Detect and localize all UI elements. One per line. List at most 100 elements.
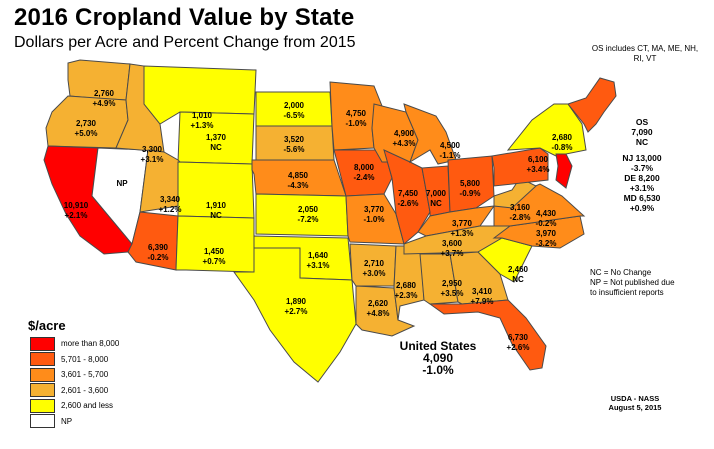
state-label-mt: 1,010 +1.3%: [191, 111, 214, 130]
state-value: 3,520: [284, 135, 305, 144]
nj-label: NJ 13,000 -3.7%: [612, 153, 672, 173]
state-label-nv: NP: [116, 179, 128, 188]
state-value: 1,640: [308, 251, 329, 260]
nj-line2: -3.7%: [630, 163, 654, 173]
state-label-sc: 2,460 NC: [508, 265, 529, 284]
legend-item: NP: [30, 414, 119, 429]
state-nm: [175, 215, 255, 273]
state-label-wa: 2,760 +4.9%: [93, 89, 116, 108]
state-value: 2,460: [508, 265, 529, 274]
legend-label: 2,600 and less: [61, 401, 114, 410]
state-sc: [477, 237, 533, 283]
state-value: 6,390: [148, 243, 169, 252]
state-value: 4,430: [536, 209, 557, 218]
state-value: 4,900: [394, 129, 415, 138]
legend-item: 2,601 - 3,600: [30, 383, 119, 398]
state-change: +3.1%: [141, 155, 164, 164]
de-line1: DE 8,200: [624, 173, 660, 183]
legend-swatch: [30, 398, 55, 413]
state-change: -1.0%: [346, 119, 367, 128]
state-value: 1,450: [204, 247, 225, 256]
state-label-fl: 6,730 +2.6%: [507, 333, 530, 352]
legend-swatch: [30, 367, 55, 382]
state-value: 4,500: [440, 141, 461, 150]
legend-item: 2,600 and less: [30, 398, 119, 413]
os-value: 7,090: [631, 127, 653, 137]
state-change: +2.6%: [507, 343, 530, 352]
state-value: 2,000: [284, 101, 305, 110]
state-change: +3.1%: [307, 261, 330, 270]
map-title: 2016 Cropland Value by State: [14, 4, 355, 31]
state-label-tx: 1,890 +2.7%: [285, 297, 308, 316]
state-change: +2.3%: [395, 291, 418, 300]
state-change: +3.5%: [441, 289, 464, 298]
state-change: +1.2%: [159, 205, 182, 214]
state-label-mo: 3,770 -1.0%: [364, 205, 385, 224]
state-value: 2,710: [364, 259, 385, 268]
state-label-in: 7,000 NC: [426, 189, 447, 208]
state-label-nc: 3,970 -3.2%: [536, 229, 557, 248]
state-value: 2,680: [396, 281, 417, 290]
state-label-id: 3,300 +3.1%: [141, 145, 164, 164]
state-value: 2,950: [442, 279, 463, 288]
state-label-ne: 4,850 -4.3%: [288, 171, 309, 190]
key-notes: NC = No Change NP = Not published due to…: [590, 268, 675, 298]
note-np-2: to insufficient reports: [590, 288, 664, 297]
state-ar: [349, 243, 397, 287]
legend-label: 3,601 - 5,700: [61, 370, 109, 379]
state-label-ar: 2,710 +3.0%: [363, 259, 386, 278]
state-label-va: 4,430 -0.2%: [536, 209, 557, 228]
state-label-ia: 8,000 -2.4%: [354, 163, 375, 182]
state-value: 3,770: [452, 219, 473, 228]
state-label-wi: 4,900 +4.3%: [393, 129, 416, 148]
state-fl: [428, 299, 547, 371]
note-nc: NC = No Change: [590, 268, 652, 277]
state-label-nm: 1,450 +0.7%: [203, 247, 226, 266]
state-change: -4.3%: [288, 181, 309, 190]
state-label-oh: 5,800 -0.9%: [460, 179, 481, 198]
legend-swatch: [30, 336, 55, 351]
state-value: 5,800: [460, 179, 481, 188]
state-change: -0.2%: [536, 219, 557, 228]
legend-item: more than 8,000: [30, 336, 119, 351]
us-total-name: United States: [399, 339, 477, 353]
state-label-wv: 3,160 -2.8%: [510, 203, 531, 222]
us-total-value: 4,090: [422, 351, 454, 365]
state-value: 4,850: [288, 171, 309, 180]
state-al: [419, 253, 459, 305]
state-change: -7.2%: [298, 215, 319, 224]
state-value: 7,450: [398, 189, 419, 198]
state-label-or: 2,730 +5.0%: [75, 119, 98, 138]
note-np-1: NP = Not published due: [590, 278, 675, 287]
us-total: United States 4,090 -1.0%: [388, 340, 488, 376]
legend-swatch: [30, 414, 55, 428]
state-value: 3,340: [160, 195, 181, 204]
md-line2: +0.9%: [629, 203, 655, 213]
state-value: 8,000: [354, 163, 375, 172]
state-value: 2,620: [368, 299, 389, 308]
state-value: 1,010: [192, 111, 213, 120]
state-value: 1,370: [206, 133, 227, 142]
legend: more than 8,000 5,701 - 8,000 3,601 - 5,…: [30, 336, 119, 429]
state-value: 10,910: [64, 201, 89, 210]
us-total-change: -1.0%: [422, 363, 454, 377]
state-change: +3.4%: [527, 165, 550, 174]
state-value: 3,970: [536, 229, 557, 238]
state-change: +1.3%: [191, 121, 214, 130]
state-value: 1,910: [206, 201, 227, 210]
legend-title: $/acre: [28, 318, 66, 333]
state-value: NP: [116, 179, 128, 188]
state-change: -1.0%: [364, 215, 385, 224]
state-change: +5.0%: [75, 129, 98, 138]
legend-label: 2,601 - 3,600: [61, 385, 109, 395]
source-agency: USDA - NASS: [610, 394, 660, 403]
state-label-ut: 3,340 +1.2%: [159, 195, 182, 214]
state-label-il: 7,450 -2.6%: [398, 189, 419, 208]
state-value: 1,890: [286, 297, 307, 306]
de-label: DE 8,200 +3.1%: [612, 173, 672, 193]
state-change: +3.0%: [363, 269, 386, 278]
state-tx: [233, 247, 357, 383]
state-change: +4.3%: [393, 139, 416, 148]
state-change: -0.2%: [148, 253, 169, 262]
